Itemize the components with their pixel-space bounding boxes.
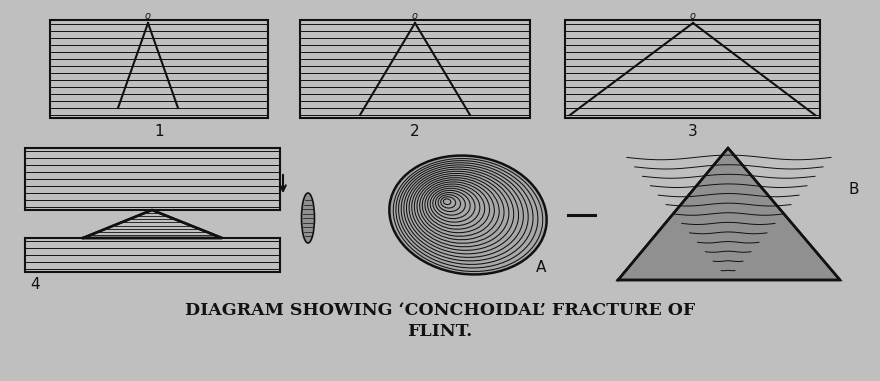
Text: DIAGRAM SHOWING ‘CONCHOIDAL’ FRACTURE OF: DIAGRAM SHOWING ‘CONCHOIDAL’ FRACTURE OF (185, 302, 695, 319)
Polygon shape (25, 238, 280, 272)
Polygon shape (25, 148, 280, 210)
Text: B: B (848, 182, 859, 197)
Polygon shape (618, 148, 840, 280)
Text: 2: 2 (410, 124, 420, 139)
Ellipse shape (302, 193, 314, 243)
Text: 3: 3 (687, 124, 697, 139)
Polygon shape (50, 20, 268, 118)
Text: o: o (145, 11, 151, 21)
Ellipse shape (389, 155, 546, 274)
Polygon shape (83, 210, 222, 238)
Text: FLINT.: FLINT. (407, 323, 473, 340)
Text: 1: 1 (154, 124, 164, 139)
Text: A: A (536, 260, 546, 275)
Polygon shape (300, 20, 530, 118)
Polygon shape (565, 20, 820, 118)
Text: o: o (412, 11, 418, 21)
Text: o: o (690, 11, 696, 21)
Text: 4: 4 (30, 277, 40, 292)
